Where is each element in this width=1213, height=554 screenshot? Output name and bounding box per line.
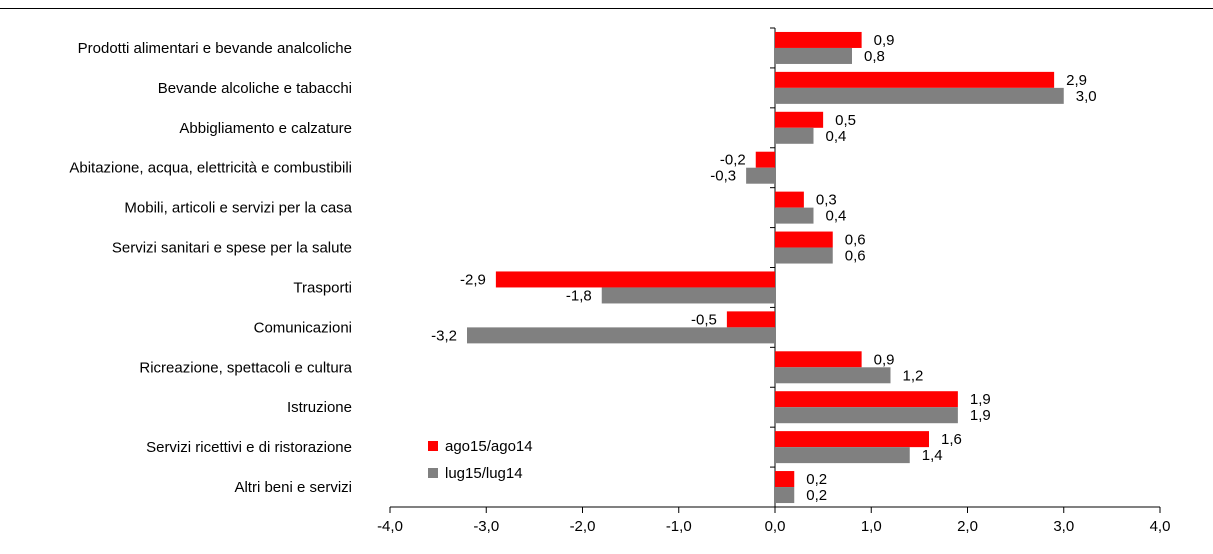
bar-ago15 [726,311,775,328]
bar-lug15 [775,447,910,464]
bar-ago15 [775,431,929,448]
bar-lug15 [775,127,814,144]
data-label: -2,9 [460,271,486,288]
category-label: Mobili, articoli e servizi per la casa [124,200,352,217]
data-label: 0,5 [835,112,856,129]
bar-ago15 [755,151,775,168]
bar-lug15 [775,207,814,224]
legend-label: lug15/lug14 [445,465,523,482]
data-label: 1,9 [970,391,991,408]
legend-swatch [428,441,438,451]
bar-lug15 [775,367,891,384]
data-label: 0,2 [806,487,827,504]
data-label: 0,4 [826,128,847,145]
bar-lug15 [775,47,852,64]
data-label: 0,8 [864,48,885,65]
data-label: 0,3 [816,192,837,209]
bar-ago15 [775,31,862,48]
bar-ago15 [775,351,862,368]
category-label: Bevande alcoliche e tabacchi [158,80,352,97]
x-tick-label: -2,0 [570,518,596,535]
data-label: 1,9 [970,407,991,424]
legend-label: ago15/ago14 [445,438,533,455]
x-tick-label: -1,0 [666,518,692,535]
category-label: Servizi ricettivi e di ristorazione [146,439,352,456]
category-label: Istruzione [287,399,352,416]
data-label: 0,2 [806,471,827,488]
category-label: Abbigliamento e calzature [179,120,352,137]
category-label: Comunicazioni [254,319,352,336]
top-rule [0,8,1213,9]
bar-ago15 [775,71,1055,88]
x-tick-label: 3,0 [1053,518,1074,535]
data-label: 1,4 [922,447,943,464]
bar-lug15 [775,247,833,264]
data-label: 1,6 [941,431,962,448]
legend-swatch [428,468,438,478]
category-label: Prodotti alimentari e bevande analcolich… [78,40,352,57]
data-label: 1,2 [903,367,924,384]
category-label: Servizi sanitari e spese per la salute [112,240,352,257]
x-tick-label: 1,0 [861,518,882,535]
x-tick-label: -4,0 [377,518,403,535]
data-label: 0,9 [874,351,895,368]
bar-lug15 [775,407,958,424]
bar-lug15 [467,327,775,344]
data-label: 0,9 [874,32,895,49]
data-label: -1,8 [566,287,592,304]
bar-ago15 [775,391,958,408]
data-label: 0,6 [845,232,866,249]
bar-ago15 [775,111,824,128]
bar-lug15 [775,87,1064,104]
data-label: -0,5 [691,311,717,328]
bar-ago15 [495,271,775,288]
data-label: 3,0 [1076,88,1097,105]
x-tick-label: 2,0 [957,518,978,535]
category-label: Abitazione, acqua, elettricità e combust… [69,160,352,177]
category-label: Altri beni e servizi [234,479,352,496]
bar-ago15 [775,471,795,488]
x-tick-label: -3,0 [473,518,499,535]
data-label: -0,3 [710,168,736,185]
category-label: Ricreazione, spettacoli e cultura [139,359,352,376]
bar-lug15 [746,167,775,184]
data-label: -3,2 [431,327,457,344]
bar-lug15 [601,287,775,304]
x-tick-label: 0,0 [765,518,786,535]
bar-ago15 [775,231,833,248]
category-label: Trasporti [293,279,352,296]
data-label: 2,9 [1066,72,1087,89]
data-label: 0,4 [826,208,847,225]
data-label: 0,6 [845,248,866,265]
x-tick-label: 4,0 [1150,518,1171,535]
bar-lug15 [775,487,795,504]
bar-ago15 [775,191,804,208]
data-label: -0,2 [720,152,746,169]
